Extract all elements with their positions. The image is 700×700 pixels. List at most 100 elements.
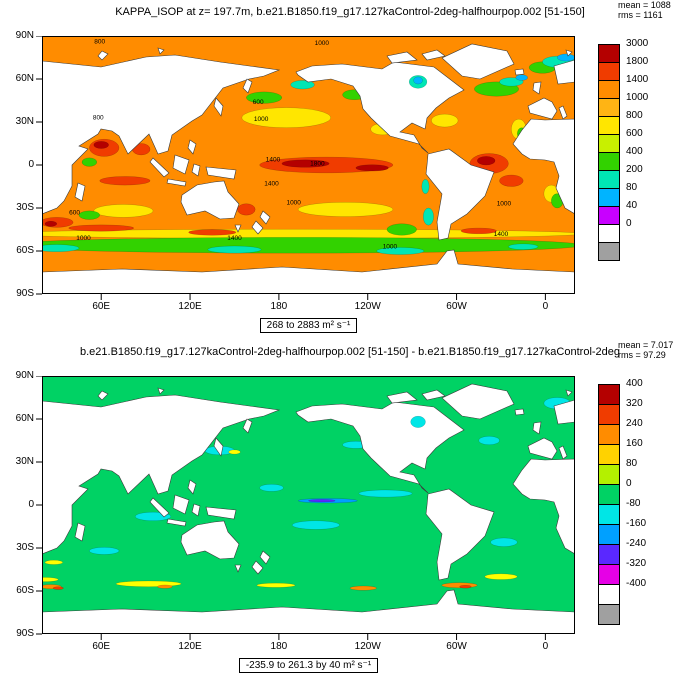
colorbar-label: -320 xyxy=(626,558,647,569)
colorbar-label: 160 xyxy=(626,438,643,449)
landmass xyxy=(149,497,170,518)
colorbar-box xyxy=(598,62,620,81)
caption-row: -235.9 to 261.3 by 40 m² s⁻¹ xyxy=(42,658,575,673)
colorbar-box xyxy=(598,564,620,585)
lat-tick-label: 90S xyxy=(16,628,34,639)
field-blob xyxy=(237,203,256,216)
landmass xyxy=(565,49,573,57)
landmass xyxy=(386,391,418,404)
field-blob xyxy=(99,176,151,186)
field-blob xyxy=(241,107,331,128)
map-canvas: 1000 800 800 1000 600 1400 1800 1400 1000 1000 600… xyxy=(35,35,582,302)
field-blob xyxy=(460,227,497,235)
lon-tick-label: 180 xyxy=(270,301,288,312)
field-blob xyxy=(81,157,98,167)
landmass xyxy=(234,564,242,573)
colorbar-label: -160 xyxy=(626,518,647,529)
landmass xyxy=(191,503,201,517)
field-blob xyxy=(349,585,377,591)
field-blob xyxy=(478,435,500,446)
contour-label: 1000 xyxy=(254,116,269,123)
landmass xyxy=(213,437,224,457)
field-blob xyxy=(499,77,524,87)
colorbar-label: 80 xyxy=(626,182,638,193)
landmass xyxy=(527,437,558,460)
lat-tick-label: 0 xyxy=(28,159,34,170)
field-blob xyxy=(42,244,80,252)
lat-tick-label: 30S xyxy=(16,202,34,213)
lon-tick-label: 60W xyxy=(446,301,467,312)
field-blob xyxy=(246,91,283,104)
colorbar-label: 1400 xyxy=(626,74,649,85)
landmass xyxy=(251,220,264,235)
landmass xyxy=(157,387,165,395)
colorbar-label: 200 xyxy=(626,164,643,175)
field-blob xyxy=(290,80,315,90)
field-blob xyxy=(358,489,413,498)
lat-tick-label: 30N xyxy=(15,116,34,127)
colorbar-label: 400 xyxy=(626,378,643,389)
field-blob xyxy=(490,537,518,547)
inland-sea-blob xyxy=(413,76,423,85)
landmass xyxy=(205,166,237,180)
colorbar-box xyxy=(598,484,620,505)
landmass xyxy=(180,180,240,220)
landmass xyxy=(242,418,253,434)
landmass xyxy=(157,47,165,55)
field-blob xyxy=(52,586,64,590)
landmass xyxy=(425,488,495,581)
colorbar-box xyxy=(598,188,620,207)
field-blob xyxy=(422,207,434,226)
landmass xyxy=(441,383,515,420)
colorbar-box xyxy=(598,170,620,189)
contour-label: 1400 xyxy=(264,181,279,188)
field-blob xyxy=(157,584,173,589)
lon-tick-label: 120E xyxy=(178,641,202,652)
panel-stats: mean = 7.017 rms = 97.29 xyxy=(618,340,673,360)
lon-tick-label: 60E xyxy=(92,641,111,652)
landmass xyxy=(512,458,575,555)
landmass xyxy=(259,210,271,225)
field-blob xyxy=(355,164,389,172)
landmass xyxy=(172,494,190,515)
landmass xyxy=(74,182,86,202)
field-blob xyxy=(281,159,330,168)
lat-tick-label: 60S xyxy=(16,585,34,596)
rms-value: rms = 1161 xyxy=(618,10,663,20)
lat-tick-label: 30N xyxy=(15,456,34,467)
field-blob xyxy=(42,577,59,582)
landmass xyxy=(166,518,187,527)
colorbar-box xyxy=(598,404,620,425)
caption-row: 268 to 2883 m² s⁻¹ xyxy=(42,318,575,333)
field-blob xyxy=(431,113,459,128)
contour-label: 1400 xyxy=(494,231,509,238)
field-blob xyxy=(515,74,528,81)
contour-label: 1000 xyxy=(286,199,301,206)
contour-label: 1000 xyxy=(315,40,330,47)
field-blob xyxy=(228,449,241,455)
field-blob xyxy=(484,573,518,580)
landmass xyxy=(514,408,525,416)
colorbar-box xyxy=(598,116,620,135)
colorbar-box xyxy=(598,44,620,63)
field-blob xyxy=(256,582,296,588)
landmass xyxy=(172,154,190,175)
colorbar-label: 320 xyxy=(626,398,643,409)
landmass xyxy=(553,59,575,85)
landmass xyxy=(386,51,418,64)
lat-tick-label: 60N xyxy=(15,73,34,84)
colorbar-box xyxy=(598,524,620,545)
field-blob xyxy=(93,204,154,218)
map-svg: 1000 800 800 1000 600 1400 1800 1400 1000 1000 600… xyxy=(36,35,575,300)
field-blob xyxy=(459,585,472,589)
lat-axis: 90N 60N 30N 0 30S 60S 90S xyxy=(4,371,34,646)
colorbar-box xyxy=(598,242,620,261)
landmass xyxy=(234,224,242,233)
colorbar-box xyxy=(598,80,620,99)
landmass xyxy=(512,118,575,215)
lon-axis: 60E 120E 180 120W 60W 0 xyxy=(0,642,620,654)
landmass xyxy=(527,97,558,120)
contour-label: 600 xyxy=(69,209,80,216)
lat-tick-label: 90N xyxy=(15,370,34,381)
